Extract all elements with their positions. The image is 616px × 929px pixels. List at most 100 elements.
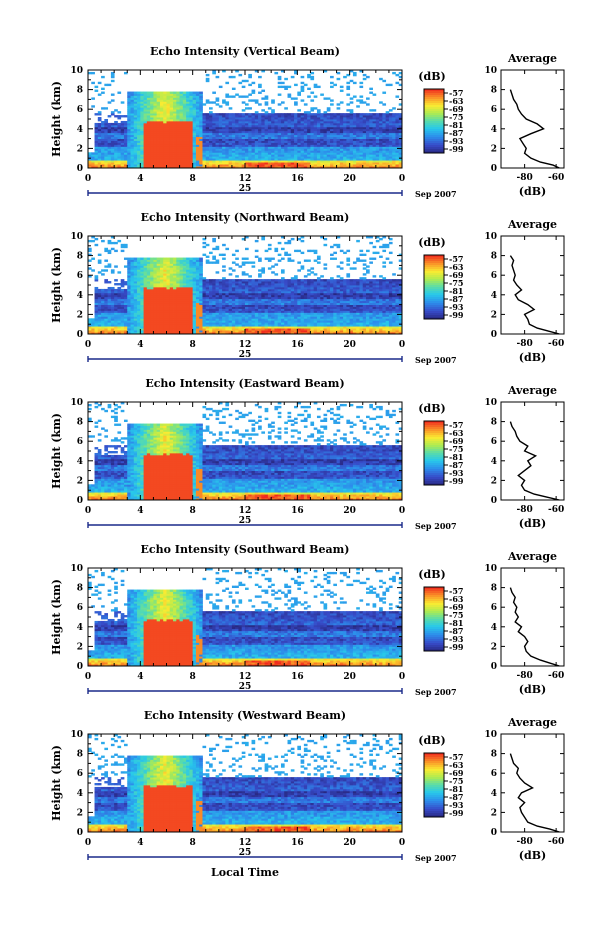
heatmap-cell <box>343 160 347 163</box>
heatmap-cell <box>392 140 396 143</box>
heatmap-cell <box>258 166 262 169</box>
heatmap-cell <box>241 130 246 134</box>
heatmap-cell <box>248 162 252 165</box>
heatmap-cell <box>156 146 161 149</box>
heatmap-cell <box>127 95 131 98</box>
heatmap-cell <box>192 292 197 296</box>
heatmap-cell <box>398 162 403 165</box>
heatmap-cell <box>222 115 226 118</box>
heatmap-cell <box>366 166 370 169</box>
heatmap-cell <box>176 294 180 298</box>
heatmap-cell <box>248 134 252 138</box>
heatmap-cell <box>231 279 236 282</box>
heatmap-cell <box>228 166 233 169</box>
heatmap-cell <box>379 77 383 81</box>
heatmap-cell <box>110 286 115 290</box>
heatmap-cell <box>169 316 174 319</box>
heatmap-cell <box>339 119 344 122</box>
heatmap-cell <box>205 117 210 120</box>
heatmap-cell <box>137 126 141 130</box>
heatmap-cell <box>274 152 279 155</box>
heatmap-cell <box>127 103 131 106</box>
heatmap-cell <box>385 120 390 124</box>
heatmap-cell <box>107 162 112 165</box>
heatmap-cell <box>251 136 256 139</box>
heatmap-cell <box>192 150 197 153</box>
heatmap-cell <box>395 117 400 120</box>
heatmap-cell <box>248 122 252 126</box>
heatmap-cell <box>156 134 161 138</box>
heatmap-cell <box>261 164 266 167</box>
heatmap-cell <box>231 253 236 256</box>
heatmap-cell <box>287 93 292 96</box>
heatmap-cell <box>241 146 246 149</box>
heatmap-cell <box>94 290 99 294</box>
heatmap-cell <box>143 324 148 327</box>
heatmap-cell <box>146 263 151 266</box>
heatmap-cell <box>372 152 377 155</box>
heatmap-cell <box>303 144 308 147</box>
heatmap-cell <box>176 142 180 145</box>
heatmap-cell <box>284 136 288 139</box>
heatmap-cell <box>336 71 341 75</box>
heatmap-cell <box>97 271 102 274</box>
heatmap-cell <box>352 158 357 161</box>
heatmap-cell <box>130 156 135 159</box>
heatmap-cell <box>192 136 197 139</box>
heatmap-cell <box>245 148 249 151</box>
heatmap-cell <box>395 126 400 130</box>
heatmap-cell <box>169 320 174 323</box>
heatmap-cell <box>245 247 249 251</box>
heatmap-cell <box>215 124 220 128</box>
heatmap-cell <box>254 99 259 102</box>
heatmap-cell <box>330 156 334 159</box>
heatmap-cell <box>310 142 315 145</box>
heatmap-cell <box>330 85 334 89</box>
heatmap-cell <box>117 332 122 335</box>
heatmap-cell <box>107 142 112 145</box>
heatmap-cell <box>110 332 115 335</box>
heatmap-cell <box>385 134 390 138</box>
heatmap-cell <box>114 134 118 138</box>
heatmap-cell <box>349 109 354 112</box>
heatmap-cell <box>169 144 174 147</box>
colorbar-band <box>424 143 444 146</box>
heatmap-cell <box>326 138 331 141</box>
heatmap-cell <box>159 292 164 296</box>
heatmap-cell <box>271 156 275 159</box>
heatmap-cell <box>271 142 275 145</box>
heatmap-cell <box>346 81 351 85</box>
heatmap-cell <box>179 128 184 132</box>
heatmap-cell <box>173 269 177 272</box>
heatmap-cell <box>205 283 210 286</box>
heatmap-cell <box>133 164 138 167</box>
heatmap-cell <box>195 273 200 276</box>
heatmap-cell <box>349 130 354 134</box>
heatmap-cell <box>195 166 200 169</box>
heatmap-cell <box>235 115 239 118</box>
heatmap-cell <box>104 144 109 147</box>
heatmap-cell <box>385 148 390 151</box>
heatmap-cell <box>346 166 351 169</box>
heatmap-cell <box>372 140 377 143</box>
heatmap-cell <box>199 288 203 292</box>
heatmap-cell <box>130 288 135 292</box>
heatmap-cell <box>179 332 184 335</box>
heatmap-cell <box>261 154 266 157</box>
heatmap-cell <box>114 122 118 126</box>
heatmap-cell <box>130 263 135 266</box>
heatmap-cell <box>127 150 131 153</box>
heatmap-cell <box>212 122 216 126</box>
heatmap-cell <box>330 130 334 134</box>
heatmap-cell <box>176 314 180 317</box>
heatmap-cell <box>202 245 207 249</box>
heatmap-cell <box>199 144 203 147</box>
heatmap-cell <box>375 158 380 161</box>
heatmap-cell <box>245 146 249 149</box>
heatmap-cell <box>231 120 236 124</box>
heatmap-cell <box>120 302 125 305</box>
heatmap-cell <box>352 166 357 169</box>
heatmap-cell <box>88 267 92 270</box>
heatmap-cell <box>173 265 177 268</box>
heatmap-cell <box>271 132 275 136</box>
